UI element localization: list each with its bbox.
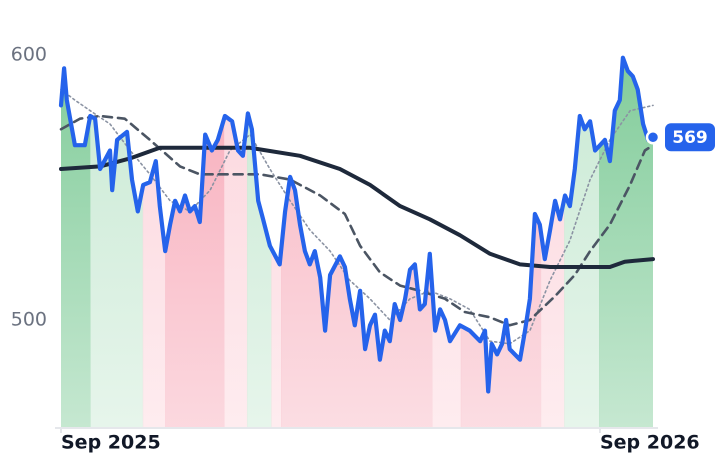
series-line (59, 114, 655, 327)
series-line (59, 145, 655, 269)
regions (61, 57, 653, 427)
region-band (460, 57, 542, 427)
last-value-label: 569 (672, 128, 708, 148)
x-tick-label: Sep 2025 (61, 432, 161, 454)
region-band (540, 57, 565, 427)
series-line (60, 88, 654, 345)
region-band (599, 57, 653, 427)
last-value-badge (665, 123, 715, 152)
region-band (90, 57, 144, 427)
region-band (281, 57, 433, 427)
y-tick-label: 500 (11, 308, 47, 330)
region-band (224, 57, 248, 427)
y-tick-label: 600 (11, 44, 47, 66)
x-tick-label: Sep 2026 (600, 432, 700, 454)
region-band (564, 57, 600, 427)
lines (58, 55, 656, 394)
region-band (271, 57, 282, 427)
axes: 569 500 600 Sep 2025 Sep 2026 (11, 44, 715, 454)
series-line (58, 55, 656, 394)
region-band (165, 57, 225, 427)
last-point (645, 129, 661, 145)
